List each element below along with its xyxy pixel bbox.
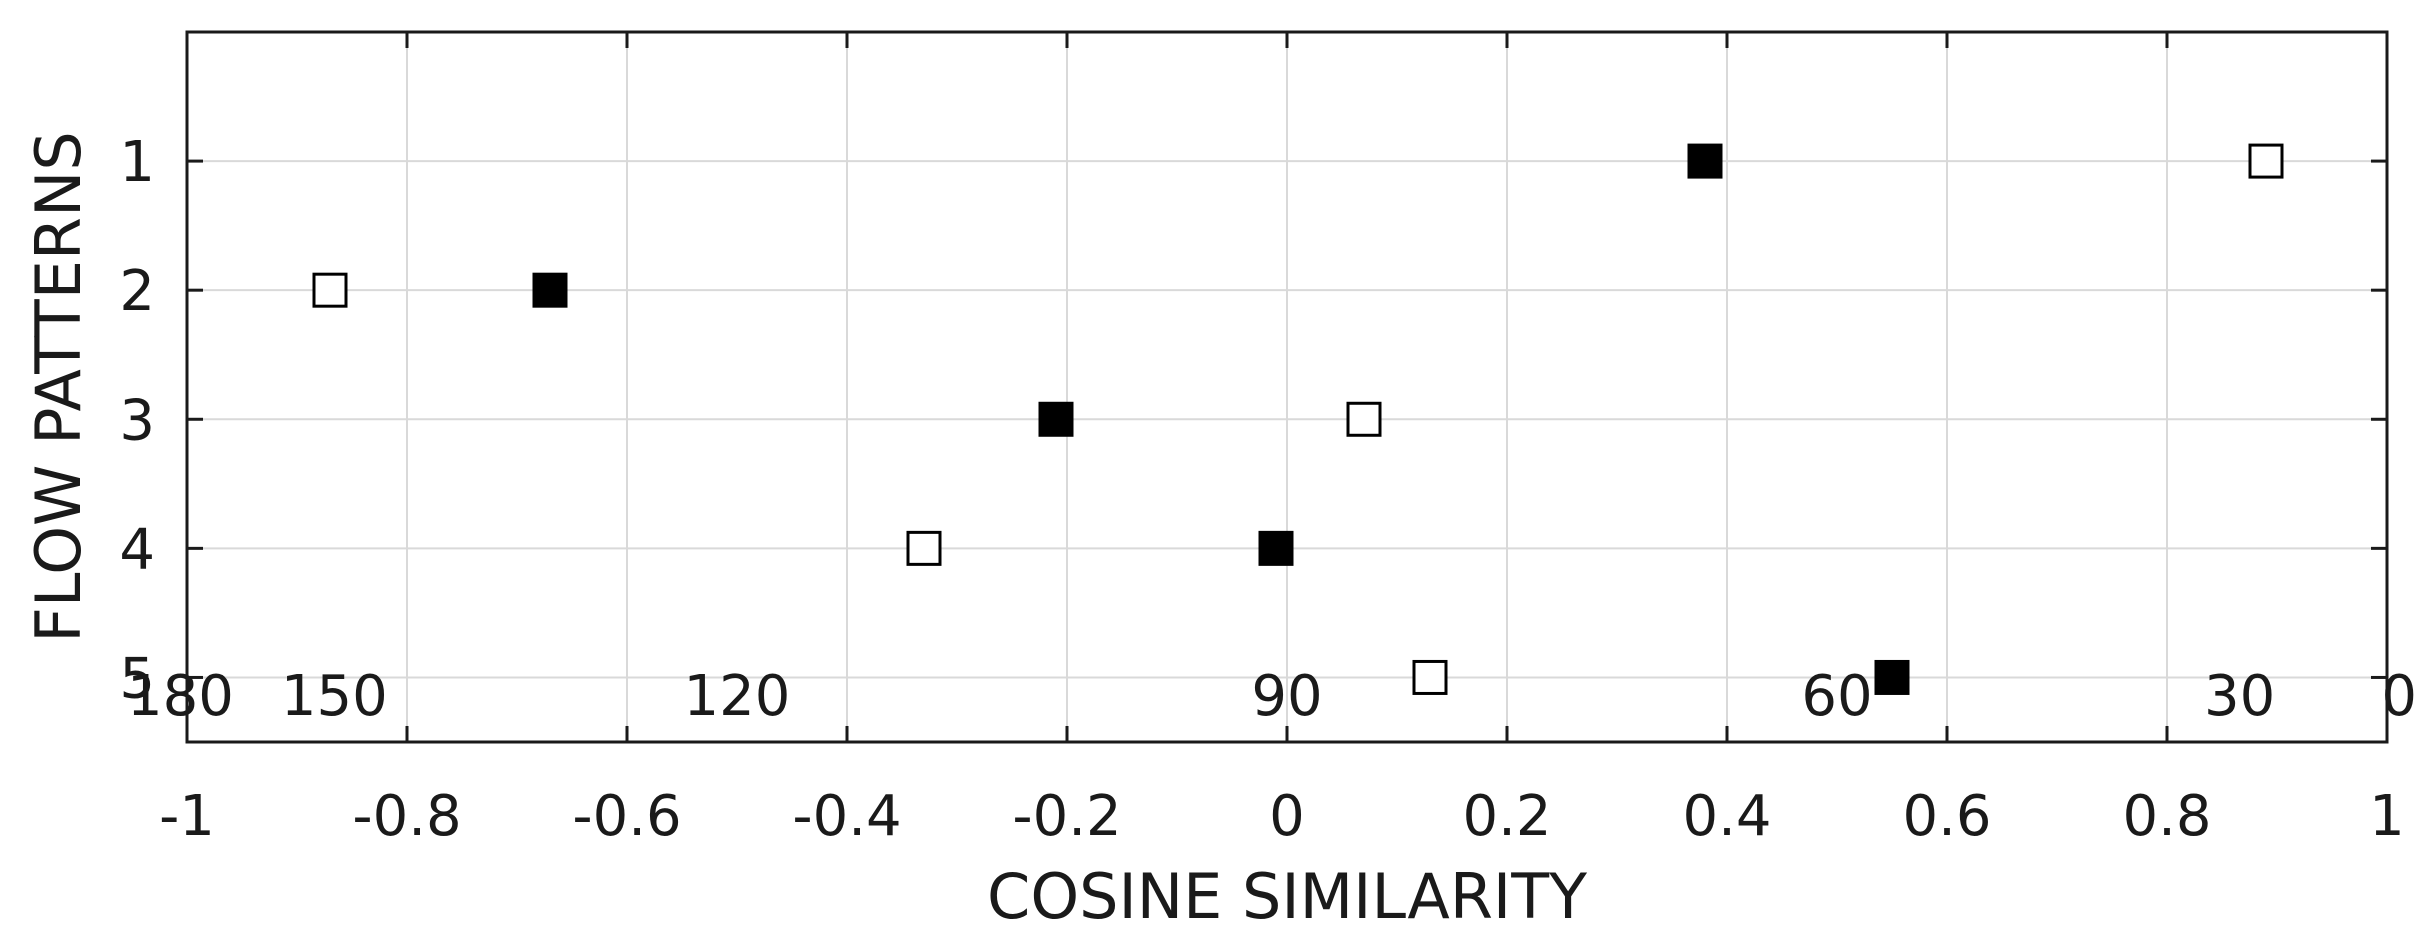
angle-label: 30: [2204, 664, 2275, 729]
angle-label: 60: [1801, 664, 1872, 729]
x-tick-label: 0.2: [1462, 784, 1551, 849]
x-tick-labels: -1 -0.8 -0.6 -0.4 -0.2 0 0.2 0.4 0.6 0.8 1: [159, 784, 2405, 849]
y-axis-title: FLOW PATTERNS: [22, 131, 95, 642]
angle-label: 0: [2381, 664, 2417, 729]
filled-square-point: [1687, 143, 1723, 179]
open-square-point: [906, 530, 942, 566]
x-tick-label: 0.6: [1902, 784, 1991, 849]
x-tick-label: -0.6: [572, 784, 681, 849]
x-axis-title: COSINE SIMILARITY: [987, 860, 1587, 933]
angle-label: 150: [281, 664, 388, 729]
y-tick-labels: 1 2 3 4 5: [119, 130, 155, 711]
x-tick-label: 0.8: [2122, 784, 2211, 849]
x-tick-label: 1: [2369, 784, 2405, 849]
x-tick-label: -0.8: [352, 784, 461, 849]
angle-label: 180: [127, 664, 234, 729]
x-tick-label: -0.2: [1012, 784, 1121, 849]
open-square-point: [312, 272, 348, 308]
open-square-point: [1412, 659, 1448, 695]
open-square-point: [1346, 401, 1382, 437]
grid-lines: [187, 32, 2387, 742]
x-tick-label: 0: [1269, 784, 1305, 849]
x-tick-label: -1: [159, 784, 215, 849]
angle-labels: 180 150 120 90 60 30 0: [127, 664, 2417, 729]
filled-square-point: [1038, 401, 1074, 437]
filled-square-point: [532, 272, 568, 308]
filled-square-point: [1258, 530, 1294, 566]
axis-ticks: [185, 32, 2389, 742]
y-tick-label: 5: [119, 646, 155, 711]
y-tick-label: 3: [119, 388, 155, 453]
filled-square-point: [1874, 659, 1910, 695]
data-points: [312, 143, 2284, 695]
x-tick-label: 0.4: [1682, 784, 1771, 849]
y-tick-label: 1: [119, 130, 155, 195]
angle-label: 120: [684, 664, 791, 729]
x-tick-label: -0.4: [792, 784, 901, 849]
y-tick-label: 4: [119, 517, 155, 582]
open-square-point: [2248, 143, 2284, 179]
y-tick-label: 2: [119, 259, 155, 324]
angle-label: 90: [1251, 664, 1322, 729]
